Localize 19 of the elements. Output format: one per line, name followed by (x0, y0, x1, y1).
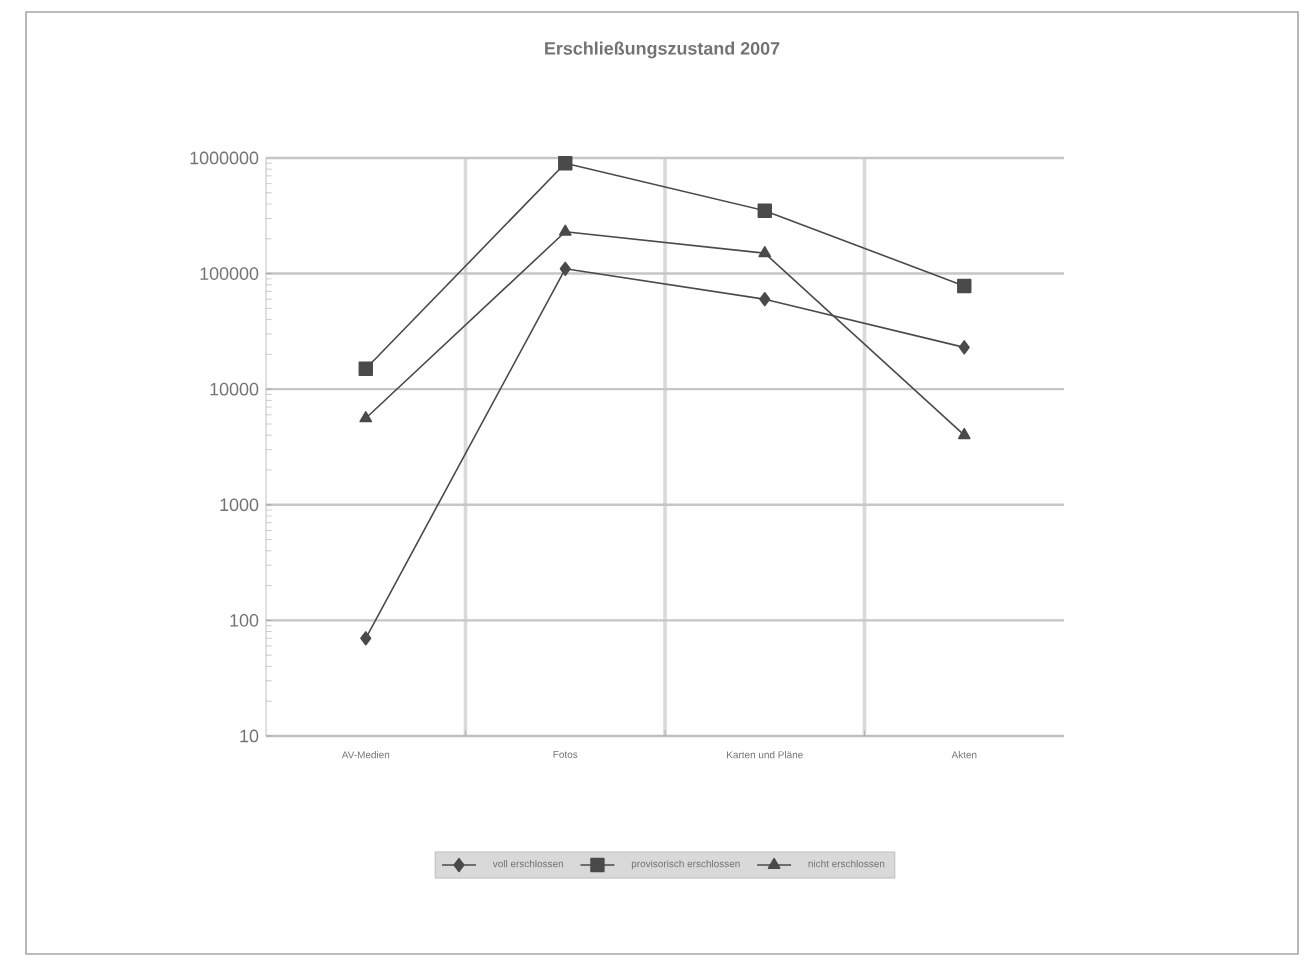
point (559, 261, 571, 276)
point (758, 246, 772, 258)
y-tick-label: 1000 (220, 498, 259, 512)
point (757, 203, 772, 218)
point (360, 631, 372, 646)
point (558, 156, 573, 171)
chart-title: Erschließungszustand 2007 (545, 41, 780, 59)
point (358, 361, 373, 377)
y-tick-label: 100 (230, 614, 259, 627)
point (558, 224, 572, 236)
point (957, 278, 972, 294)
y-tick-label: 10 (240, 729, 259, 743)
y-tick-label: 100000 (200, 267, 259, 280)
point (957, 427, 971, 440)
y-tick-label: 1000000 (190, 151, 259, 165)
y-tick-label: 10000 (210, 382, 259, 396)
point (359, 411, 373, 423)
point (958, 340, 970, 355)
point (759, 292, 771, 307)
